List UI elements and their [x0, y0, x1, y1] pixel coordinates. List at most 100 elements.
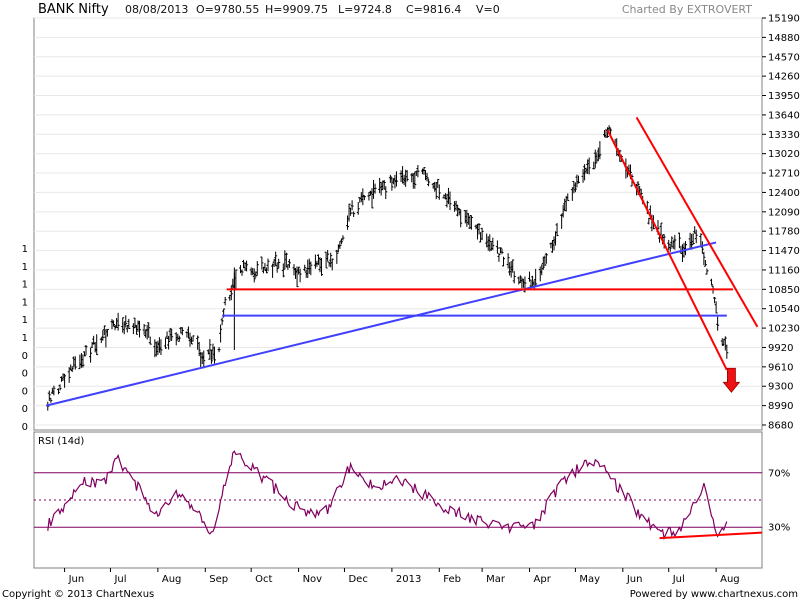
- y-tick-label: 9920: [768, 343, 793, 354]
- price-bar: [197, 341, 201, 357]
- price-bar: [208, 339, 212, 360]
- price-bar: [240, 269, 244, 276]
- price-bar: [677, 232, 681, 249]
- price-bar: [324, 251, 328, 269]
- price-bar: [714, 301, 718, 314]
- price-bar: [101, 330, 105, 341]
- price-bar: [170, 328, 174, 341]
- price-bar: [367, 192, 371, 201]
- x-tick-label: Jun: [68, 574, 85, 585]
- price-bar: [89, 347, 93, 363]
- price-bar: [223, 296, 227, 306]
- price-bar: [480, 227, 484, 241]
- price-panel-frame: [33, 17, 763, 431]
- price-bar: [356, 202, 360, 215]
- price-bar: [598, 141, 602, 160]
- price-bar: [49, 397, 53, 403]
- price-bar: [339, 238, 343, 245]
- price-bar: [148, 336, 152, 345]
- price-bar: [544, 253, 548, 264]
- price-bar: [164, 337, 168, 349]
- header-close: C=9816.4: [406, 3, 461, 16]
- price-bar: [373, 183, 377, 194]
- price-bar: [491, 237, 495, 251]
- price-bar: [691, 233, 695, 245]
- price-bar: [555, 223, 559, 237]
- price-bar: [124, 315, 128, 328]
- price-bar: [566, 193, 570, 202]
- price-bar: [56, 388, 60, 395]
- y-tick-label: 10540: [768, 304, 800, 315]
- price-bar: [52, 385, 56, 396]
- left-axis-label: 0: [22, 422, 28, 433]
- y-tick-label: 14880: [768, 33, 800, 44]
- price-bar: [434, 182, 438, 200]
- price-bar: [303, 264, 307, 272]
- price-bar: [105, 328, 109, 337]
- price-bar: [191, 335, 195, 342]
- price-bar: [73, 356, 77, 370]
- x-tick-label: Oct: [255, 574, 272, 585]
- price-bar: [309, 261, 313, 276]
- price-bar: [422, 166, 426, 175]
- y-tick-label: 13020: [768, 149, 800, 160]
- x-tick-label: Aug: [162, 574, 182, 585]
- y-tick-label: 14570: [768, 52, 800, 63]
- price-bar: [277, 258, 281, 269]
- rsi-divergence-line: [659, 531, 763, 540]
- price-bar: [229, 285, 233, 301]
- price-bar: [252, 268, 256, 283]
- trend-line-4: [606, 129, 728, 371]
- y-tick-label: 11160: [768, 265, 800, 276]
- price-bar: [512, 271, 516, 284]
- price-bar: [413, 171, 417, 189]
- price-bar: [284, 252, 288, 268]
- price-bar: [425, 172, 429, 182]
- y-tick-label: 9300: [768, 382, 793, 393]
- price-bar: [534, 268, 538, 287]
- x-tick-label: 2013: [396, 574, 421, 585]
- price-bar: [477, 223, 481, 235]
- y-tick-label: 13640: [768, 110, 800, 121]
- left-axis-label: 1: [22, 244, 28, 255]
- price-bar: [112, 320, 116, 327]
- price-bar: [102, 325, 106, 336]
- footer-copyright: Copyright © 2013 ChartNexus: [2, 589, 154, 600]
- price-bar: [70, 366, 74, 373]
- price-bar: [405, 170, 409, 182]
- price-bar: [281, 263, 285, 278]
- price-bar: [382, 180, 386, 190]
- price-bar: [390, 177, 394, 191]
- x-tick-label: Dec: [348, 574, 367, 585]
- price-bar: [427, 178, 431, 187]
- left-axis-label: 1: [22, 333, 28, 344]
- price-bar: [370, 188, 374, 209]
- price-bar: [255, 261, 259, 276]
- price-bar: [338, 241, 342, 250]
- price-bar: [592, 161, 596, 170]
- trend-lines: [45, 116, 759, 407]
- price-bar: [63, 373, 67, 388]
- rsi-axis-labels: 70% 30%: [768, 468, 790, 533]
- x-tick-label: Mar: [486, 574, 506, 585]
- y-tick-label: 10230: [768, 324, 800, 335]
- price-bar: [500, 248, 504, 255]
- header-high: H=9909.75: [265, 3, 328, 16]
- trend-line-1: [45, 241, 717, 407]
- rsi-tick-label: 70%: [768, 468, 790, 479]
- rsi-panel: RSI (14d) 70% 30%: [33, 431, 790, 569]
- price-bar: [543, 255, 547, 267]
- price-bar: [58, 384, 62, 391]
- y-tick-label: 12400: [768, 188, 800, 199]
- header-brand: Charted By EXTROVERT: [622, 3, 752, 16]
- price-bar: [82, 351, 86, 357]
- down-arrow: [722, 367, 741, 393]
- price-bar: [723, 336, 727, 351]
- price-bar: [84, 345, 88, 356]
- price-bar: [329, 252, 333, 268]
- price-bar: [245, 260, 249, 272]
- price-bar: [541, 256, 545, 270]
- price-bar: [511, 259, 515, 273]
- left-axis-label: 1: [22, 297, 28, 308]
- y-tick-label: 11780: [768, 227, 800, 238]
